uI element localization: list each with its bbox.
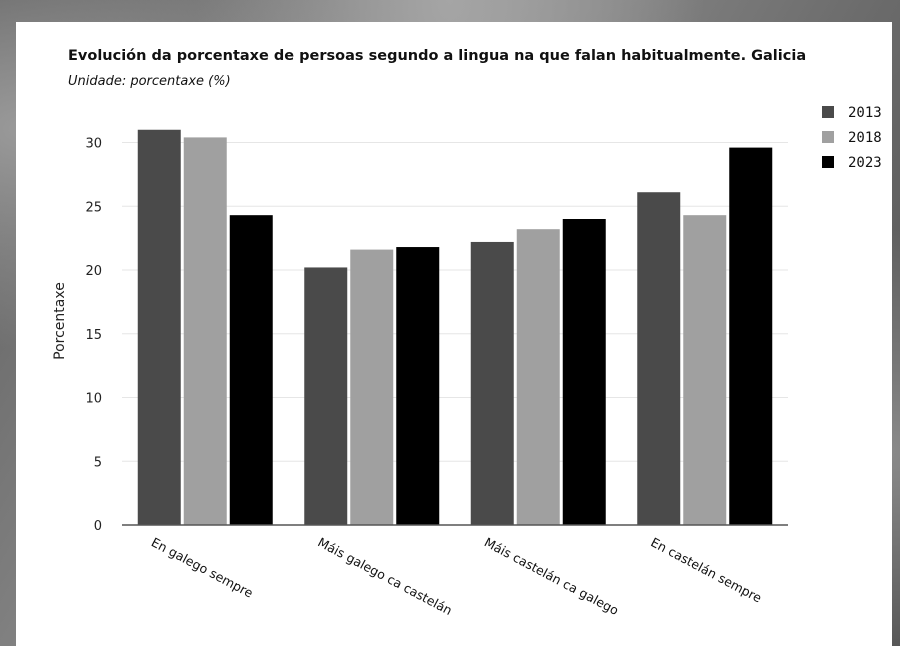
legend-swatch-2013 <box>822 106 834 118</box>
bar-2018 <box>516 229 560 525</box>
y-tick-label: 10 <box>85 392 102 407</box>
y-tick-label: 25 <box>85 200 102 215</box>
bar-2013 <box>470 241 514 525</box>
chart-panel: Evolución da porcentaxe de persoas segun… <box>16 22 892 646</box>
bar-2013 <box>137 129 181 525</box>
legend-label: 2018 <box>848 130 882 146</box>
category-label: En galego sempre <box>149 534 256 600</box>
bar-2023 <box>229 215 273 526</box>
legend-label: 2013 <box>848 105 882 121</box>
bar-2013 <box>304 267 348 525</box>
chart-subtitle: Unidade: porcentaxe (%) <box>68 74 231 89</box>
bar-2018 <box>183 137 227 525</box>
y-axis-label: Porcentaxe <box>52 282 68 360</box>
bar-2023 <box>396 247 440 526</box>
y-tick-label: 15 <box>85 328 102 343</box>
bar-2018 <box>683 215 727 526</box>
bar-2023 <box>562 219 606 525</box>
y-tick-label: 5 <box>94 455 102 470</box>
bar-2023 <box>729 147 773 525</box>
bar-2013 <box>637 192 681 525</box>
legend-swatch-2018 <box>822 131 834 143</box>
bars <box>137 129 773 526</box>
chart-title: Evolución da porcentaxe de persoas segun… <box>68 48 807 64</box>
category-label: Máis castelán ca galego <box>482 534 621 618</box>
y-tick-label: 30 <box>85 137 102 152</box>
category-label: Máis galego ca castelán <box>315 534 454 618</box>
bar-2018 <box>350 249 394 525</box>
y-tick-label: 20 <box>85 264 102 279</box>
legend-label: 2023 <box>848 155 882 171</box>
legend: 2013 2018 2023 <box>822 105 882 171</box>
y-axis-ticks: 0 5 10 15 20 25 30 <box>85 137 102 535</box>
bar-chart: 0 5 10 15 20 25 30 Porcentaxe En galego sempre… <box>52 105 882 618</box>
legend-swatch-2023 <box>822 156 834 168</box>
y-tick-label: 0 <box>94 519 102 534</box>
category-labels: En galego sempre Máis galego ca castelán M… <box>149 534 765 618</box>
category-label: En castelán sempre <box>648 534 764 605</box>
